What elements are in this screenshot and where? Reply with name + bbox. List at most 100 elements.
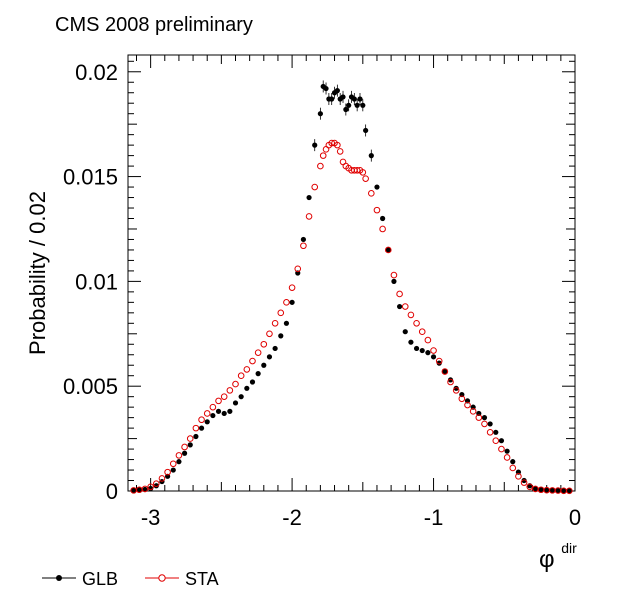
data-point-glb: [244, 385, 250, 391]
legend: GLB STA: [42, 569, 219, 589]
data-point-sta: [475, 414, 483, 421]
data-point-sta: [509, 464, 517, 472]
data-point-sta: [515, 473, 522, 480]
data-point-glb: [170, 467, 176, 473]
data-point-sta: [317, 162, 324, 170]
series-sta: [130, 139, 573, 495]
data-point-glb: [498, 438, 505, 444]
plot-frame: [127, 54, 576, 492]
data-point-glb: [544, 487, 550, 493]
data-point-sta: [336, 148, 344, 155]
chart-title: CMS 2008 preliminary: [55, 14, 253, 36]
data-point-glb: [198, 425, 205, 431]
data-point-glb: [391, 278, 397, 284]
data-point-glb: [510, 459, 516, 465]
data-point-sta: [526, 483, 534, 491]
y-axis-label: Probability / 0.02: [25, 191, 50, 355]
data-point-glb: [487, 421, 493, 427]
data-point-glb: [272, 345, 278, 352]
data-point-glb: [346, 102, 352, 108]
data-point-glb: [153, 483, 159, 489]
x-axis-label-superscript: dir: [561, 540, 577, 556]
data-point-glb: [447, 377, 454, 383]
data-point-glb: [210, 412, 216, 419]
data-point-sta: [249, 357, 256, 365]
data-point-sta: [226, 387, 234, 394]
x-tick-label: -1: [424, 505, 444, 530]
data-point-sta: [353, 166, 361, 174]
x-tick-label: -2: [282, 505, 302, 530]
legend-item-glb: GLB: [42, 569, 118, 589]
x-axis-tick-labels: -3 -2 -1 0: [141, 505, 581, 530]
data-point-glb: [561, 488, 567, 494]
data-point-glb: [176, 459, 182, 465]
data-point-sta: [492, 437, 500, 444]
data-point-glb: [566, 488, 572, 494]
data-point-sta: [328, 139, 335, 147]
data-point-glb: [323, 85, 329, 92]
data-point-glb: [187, 442, 193, 448]
y-axis-ticks: [128, 60, 575, 492]
data-point-sta: [319, 152, 327, 159]
data-point-sta: [237, 372, 245, 380]
data-point-glb: [374, 184, 380, 190]
data-point-sta: [503, 454, 511, 461]
data-point-glb: [368, 153, 374, 159]
data-point-glb: [238, 394, 244, 400]
data-point-sta: [277, 309, 285, 317]
data-point-sta: [260, 340, 268, 348]
data-point-sta: [368, 190, 375, 197]
y-tick-label: 0.015: [63, 165, 118, 190]
data-point-glb: [266, 354, 273, 360]
data-point-sta: [300, 242, 307, 250]
data-point-sta: [305, 213, 313, 220]
data-point-glb: [343, 106, 349, 113]
data-point-sta: [152, 480, 160, 487]
data-point-glb: [215, 408, 222, 414]
data-point-sta: [401, 303, 409, 310]
data-point-glb: [380, 215, 386, 222]
legend-marker-sta: [158, 574, 166, 582]
data-point-sta: [379, 225, 386, 233]
data-point-sta: [464, 401, 471, 409]
data-point-sta: [186, 435, 194, 442]
data-point-glb: [532, 485, 538, 492]
data-point-sta: [407, 311, 415, 319]
data-point-sta: [169, 460, 177, 468]
data-point-glb: [249, 379, 256, 385]
data-point-glb: [555, 487, 561, 494]
data-point-glb: [436, 360, 442, 366]
data-point-sta: [362, 175, 369, 182]
data-point-sta: [447, 378, 454, 386]
data-point-glb: [283, 320, 290, 326]
data-point-sta: [486, 429, 494, 436]
data-point-sta: [232, 380, 239, 388]
data-point-glb: [227, 408, 233, 414]
data-point-sta: [215, 397, 222, 405]
data-point-glb: [232, 400, 239, 406]
data-point-sta: [283, 299, 290, 306]
x-axis-label-main: φ: [539, 546, 555, 573]
data-point-sta: [181, 443, 188, 451]
data-point-sta: [435, 357, 443, 365]
data-point-sta: [266, 330, 273, 338]
data-point-glb: [204, 419, 210, 425]
data-point-glb: [334, 88, 340, 94]
data-point-sta: [396, 290, 403, 298]
data-point-glb: [442, 368, 448, 375]
legend-marker-glb: [56, 575, 62, 581]
data-point-glb: [521, 477, 527, 484]
data-point-glb: [300, 236, 307, 243]
data-point-glb: [261, 362, 267, 368]
data-point-glb: [131, 487, 137, 493]
data-point-sta: [175, 452, 183, 459]
data-point-glb: [538, 487, 544, 493]
data-point-glb: [329, 96, 335, 102]
data-point-sta: [164, 468, 171, 476]
x-tick-label: 0: [569, 505, 581, 530]
data-point-glb: [357, 96, 363, 102]
data-point-sta: [430, 347, 437, 354]
data-point-glb: [413, 345, 420, 352]
legend-label-glb: GLB: [82, 569, 118, 589]
x-axis-ticks: [135, 55, 576, 491]
